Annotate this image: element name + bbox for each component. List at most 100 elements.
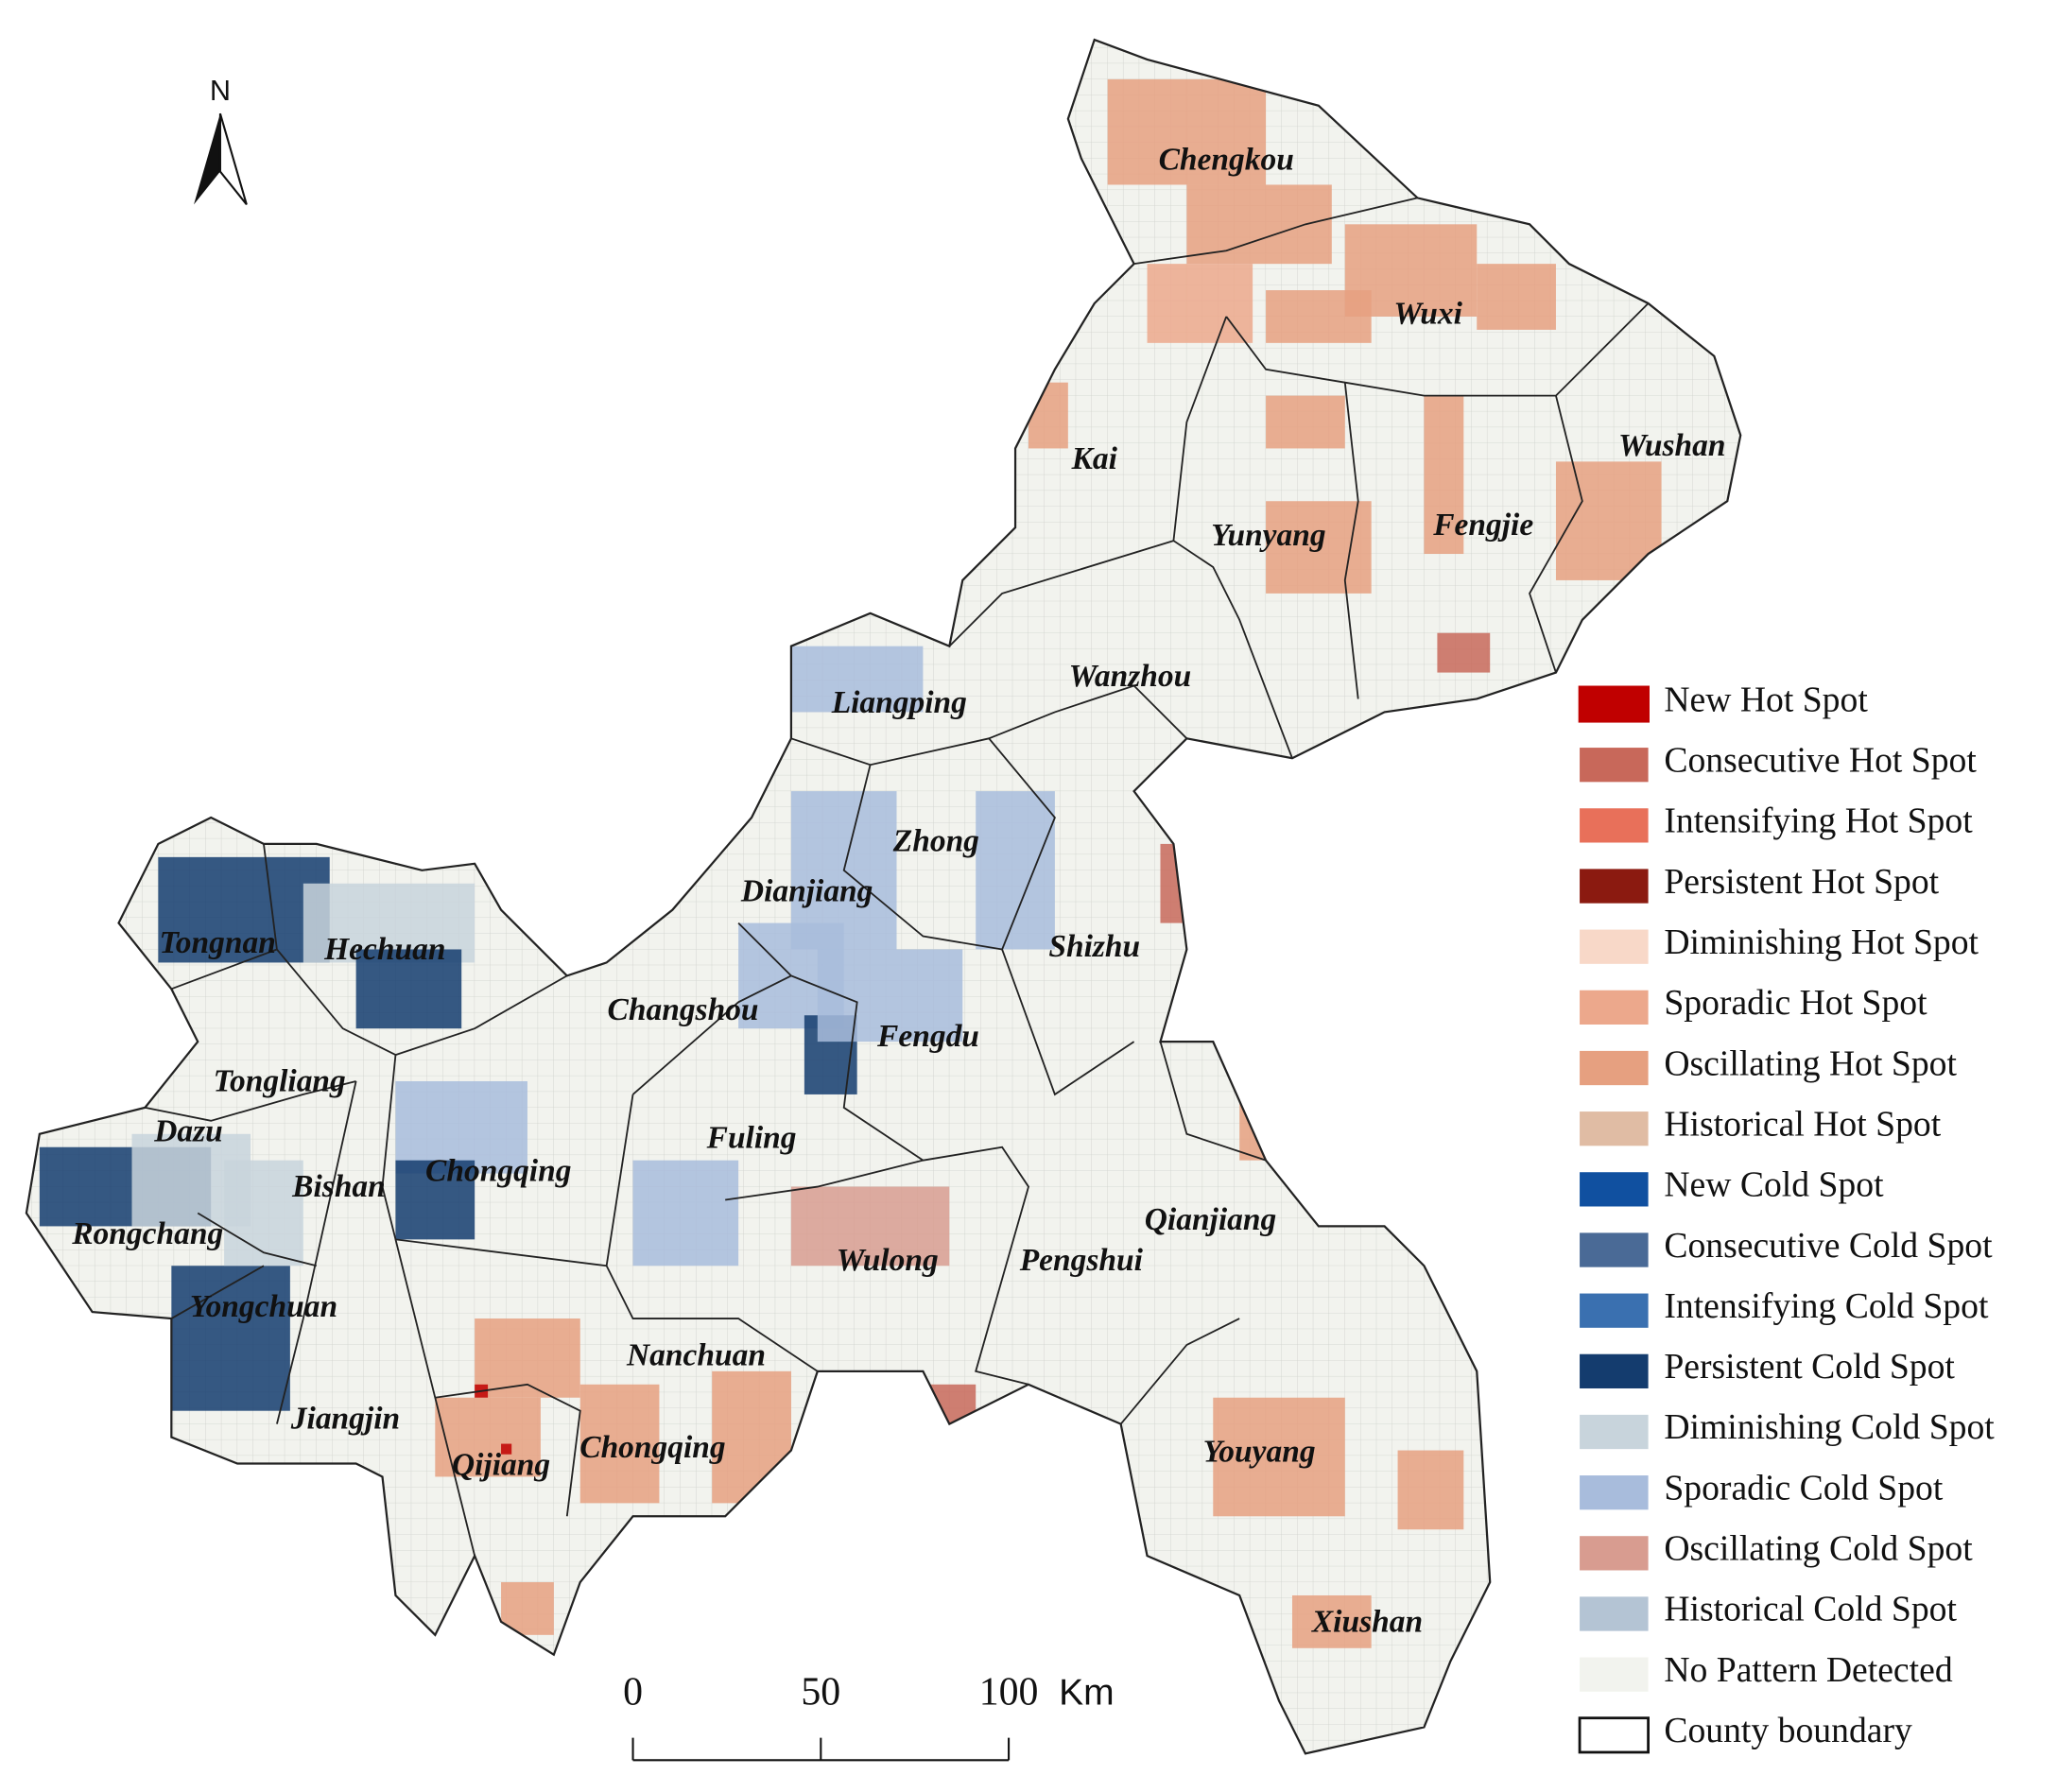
county-label: Tongnan [159, 925, 275, 960]
spot-patch [1477, 264, 1556, 330]
legend-label: Historical Hot Spot [1664, 1104, 1941, 1144]
legend-label: County boundary [1664, 1711, 1912, 1750]
county-label: Bishan [291, 1169, 386, 1204]
spot-patch [1147, 264, 1253, 343]
county-label: Liangping [831, 685, 967, 720]
spot-patch [1397, 1450, 1464, 1530]
legend-label: Consecutive Hot Spot [1664, 740, 1977, 780]
scale-label: 100 [979, 1671, 1039, 1714]
legend-swatch [1580, 1172, 1649, 1207]
scale-unit: Km [1059, 1673, 1115, 1714]
spot-patch [158, 856, 330, 963]
legend-swatch [1580, 1414, 1649, 1450]
county-label: Qianjiang [1145, 1202, 1277, 1237]
county-labels: Chengkou Wuxi Kai Wushan Yunyang Fengjie Wanzh… [71, 142, 1725, 1639]
county-label: Fuling [706, 1120, 797, 1155]
legend-swatch [1578, 1716, 1650, 1754]
legend-label: Persistent Hot Spot [1664, 862, 1939, 902]
county-label: Chongqing [579, 1430, 725, 1465]
county-label: Rongchang [71, 1216, 223, 1251]
county-label: Chongqing [425, 1153, 571, 1188]
county-label: Dazu [153, 1113, 223, 1148]
county-label: Jiangjin [290, 1402, 400, 1437]
legend-swatch [1580, 1657, 1649, 1692]
spot-patch [579, 1384, 660, 1504]
legend-label: Sporadic Cold Spot [1664, 1468, 1944, 1508]
legend-swatch [1580, 929, 1649, 964]
spot-patch [790, 646, 924, 713]
province-boundary [25, 38, 1742, 1755]
north-arrow: N [194, 74, 248, 206]
legend-swatch [1580, 1596, 1649, 1631]
legend-swatch [1580, 808, 1649, 843]
county-label: Yunyang [1211, 518, 1326, 553]
spot-patch [790, 1186, 950, 1266]
county-label: Wushan [1618, 428, 1726, 463]
legend: New Hot Spot Consecutive Hot Spot Intensif… [1578, 680, 1995, 1754]
spot-patch [395, 1080, 527, 1174]
spot-patch [1186, 184, 1332, 265]
legend-label: New Cold Spot [1664, 1165, 1884, 1205]
county-label: Fengjie [1432, 508, 1533, 543]
county-boundaries [145, 197, 1650, 1557]
county-label: Xiushan [1311, 1604, 1423, 1639]
spot-patch [1266, 290, 1372, 343]
county-label: Youyang [1203, 1434, 1316, 1469]
county-label: Dianjiang [740, 874, 873, 909]
scale-bar: 0 50 100 Km [623, 1671, 1115, 1762]
legend-swatch [1580, 748, 1649, 783]
legend-label: Diminishing Cold Spot [1664, 1407, 1995, 1447]
scale-label: 50 [801, 1671, 840, 1714]
north-arrow-right [218, 112, 248, 206]
spot-patch [475, 1318, 580, 1398]
county-label: Qijiang [452, 1447, 550, 1482]
county-label: Changshou [608, 992, 759, 1027]
legend-label: No Pattern Detected [1664, 1650, 1952, 1690]
county-label: Yongchuan [190, 1289, 337, 1324]
spot-patch [224, 1160, 303, 1266]
county-label: Wanzhou [1069, 659, 1192, 694]
county-label: Hechuan [323, 932, 445, 967]
scale-label: 0 [623, 1671, 643, 1714]
spot-patch [1424, 395, 1464, 555]
legend-swatch [1580, 869, 1649, 904]
county-label: Wulong [837, 1243, 939, 1278]
county-label: Shizhu [1048, 929, 1140, 964]
spot-patch [1291, 1594, 1372, 1648]
county-label: Pengshui [1019, 1243, 1144, 1278]
spot-patch [1028, 382, 1068, 449]
north-label: N [210, 74, 231, 107]
legend-label: Intensifying Cold Spot [1664, 1286, 1989, 1326]
county-label: Nanchuan [626, 1338, 766, 1373]
legend-label: Persistent Cold Spot [1664, 1347, 1955, 1387]
spot-patch [395, 1160, 475, 1240]
legend-label: Historical Cold Spot [1664, 1590, 1957, 1629]
spot-patch [632, 1160, 739, 1266]
spot-patch [1107, 78, 1267, 185]
legend-swatch [1578, 685, 1650, 723]
spot-patch [1266, 501, 1372, 594]
spot-patch [1437, 632, 1491, 673]
spot-patch [1266, 395, 1345, 449]
legend-label: Intensifying Hot Spot [1664, 801, 1973, 841]
legend-label: Oscillating Hot Spot [1664, 1043, 1957, 1083]
spot-patch [923, 1384, 977, 1424]
spot-patch [501, 1443, 512, 1455]
legend-label: Sporadic Hot Spot [1664, 983, 1927, 1023]
legend-swatch [1580, 1536, 1649, 1571]
legend-label: Diminishing Hot Spot [1664, 922, 1979, 962]
county-label: Wuxi [1393, 297, 1462, 332]
county-label: Fengdu [876, 1019, 979, 1054]
legend-swatch [1580, 1353, 1649, 1388]
north-arrow-left [194, 113, 220, 205]
legend-swatch [1580, 990, 1649, 1025]
legend-swatch [1580, 1293, 1649, 1328]
legend-swatch [1580, 1111, 1649, 1146]
legend-swatch [1580, 1050, 1649, 1086]
legend-swatch [1580, 1232, 1649, 1267]
county-label: Zhong [892, 824, 979, 859]
legend-label: Oscillating Cold Spot [1664, 1529, 1973, 1569]
spot-patch [976, 791, 1055, 950]
